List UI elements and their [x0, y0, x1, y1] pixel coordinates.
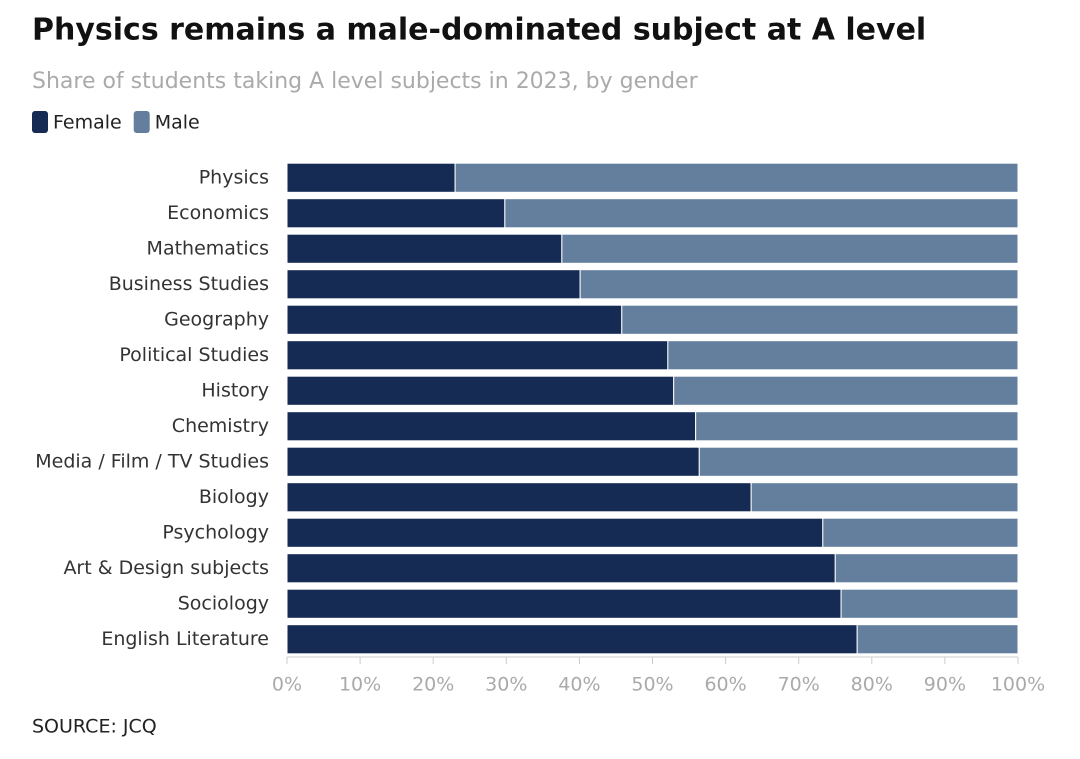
bar-segment: [695, 411, 1019, 442]
y-tick-label: Biology: [199, 486, 269, 508]
y-tick-label: Physics: [199, 166, 269, 188]
y-tick-label: History: [201, 379, 269, 401]
x-tick-label: 70%: [778, 674, 820, 696]
bar-segment: [286, 233, 563, 264]
y-tick-label: Geography: [164, 308, 269, 330]
bar-segment: [286, 304, 623, 335]
bar-segment: [454, 162, 1019, 193]
bar-segment: [856, 624, 1019, 655]
bar-segment: [840, 588, 1019, 619]
chart-subtitle: Share of students taking A level subject…: [32, 69, 699, 94]
y-tick-label: Business Studies: [109, 273, 269, 295]
bar-segment: [579, 269, 1019, 300]
x-tick-label: 90%: [924, 674, 966, 696]
bar-segment: [286, 340, 669, 371]
y-tick-label: Political Studies: [119, 344, 269, 366]
legend-swatch: [32, 111, 48, 133]
bar-segment: [504, 198, 1019, 229]
y-tick-label: Art & Design subjects: [63, 557, 269, 579]
bar-segment: [286, 624, 858, 655]
x-tick-label: 20%: [412, 674, 454, 696]
x-tick-label: 100%: [991, 674, 1045, 696]
bar-segment: [286, 411, 697, 442]
legend: Female Male: [32, 111, 200, 134]
legend-swatch: [133, 111, 150, 133]
bar-segment: [286, 269, 581, 300]
bar-segment: [286, 588, 842, 619]
bar-segment: [286, 198, 506, 229]
x-tick-label: 30%: [485, 674, 527, 696]
legend-label: Male: [155, 112, 200, 134]
bar-segment: [286, 553, 836, 584]
bar-segment: [822, 517, 1019, 548]
x-tick-label: 60%: [704, 674, 746, 696]
bar-segment: [286, 375, 675, 406]
bar-segment: [286, 482, 752, 513]
y-tick-label: Psychology: [162, 521, 269, 543]
x-tick-label: 50%: [631, 674, 673, 696]
chart-title: Physics remains a male-dominated subject…: [32, 13, 926, 48]
bar-segment: [286, 517, 824, 548]
bar-segment: [750, 482, 1019, 513]
bar-segment: [286, 446, 700, 477]
bar-segment: [621, 304, 1019, 335]
bar-segment: [698, 446, 1019, 477]
y-tick-label: Mathematics: [147, 237, 269, 259]
y-tick-label: Chemistry: [172, 415, 269, 437]
legend-label: Female: [53, 112, 122, 134]
bar-segment: [834, 553, 1019, 584]
source: SOURCE: JCQ: [32, 716, 157, 738]
bar-segment: [286, 162, 456, 193]
y-tick-label: Sociology: [178, 592, 269, 614]
x-tick-label: 40%: [558, 674, 600, 696]
bar-segment: [561, 233, 1019, 264]
y-tick-label: Economics: [167, 202, 269, 224]
y-tick-label: Media / Film / TV Studies: [35, 450, 269, 472]
x-tick-label: 0%: [272, 674, 302, 696]
bar-segment: [667, 340, 1019, 371]
bar-segment: [673, 375, 1019, 406]
x-tick-label: 80%: [851, 674, 893, 696]
y-tick-label: English Literature: [101, 628, 269, 650]
x-tick-label: 10%: [339, 674, 381, 696]
